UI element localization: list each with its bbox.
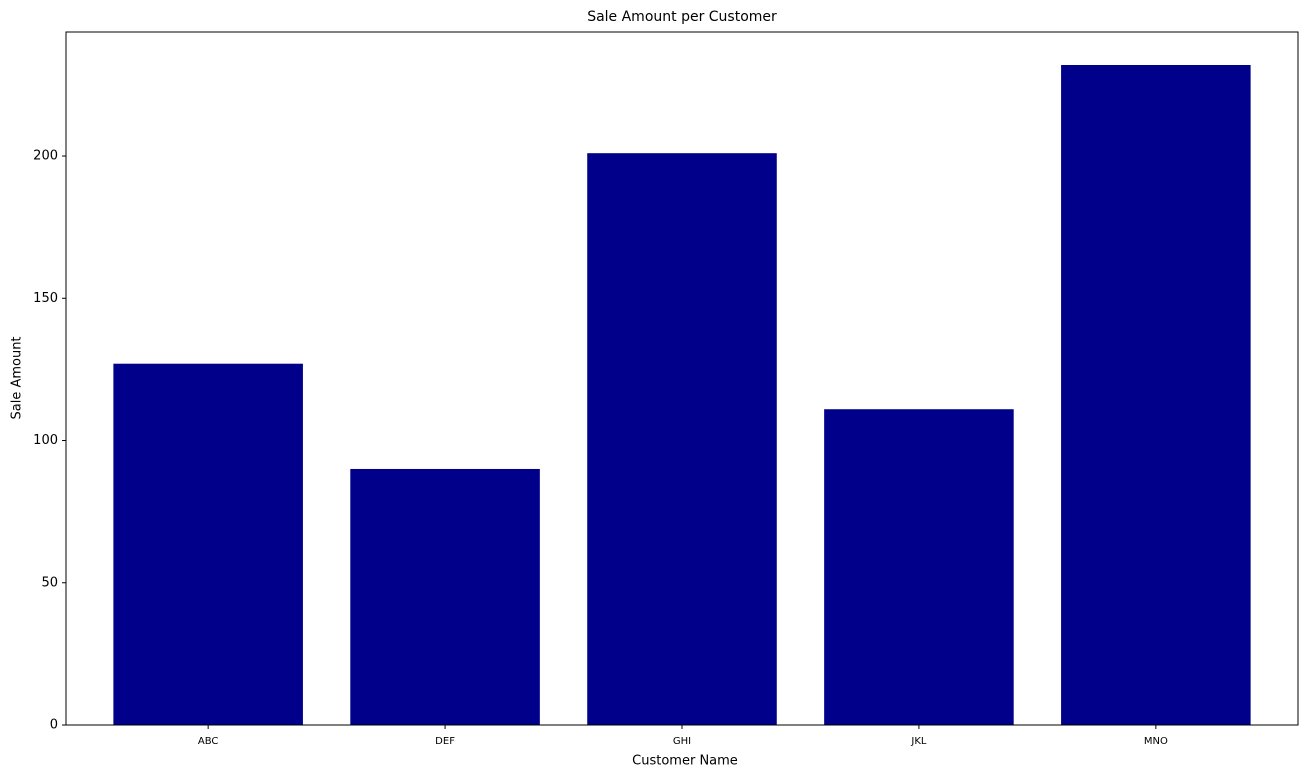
x-tick-label: MNO [1144, 736, 1168, 747]
y-tick-label: 100 [33, 433, 58, 448]
y-tick-label: 0 [50, 718, 58, 733]
y-axis-label: Sale Amount [10, 336, 25, 419]
x-tick-label: JKL [910, 736, 927, 747]
y-tick-label: 150 [33, 291, 58, 306]
bar [1061, 65, 1251, 725]
x-tick-label: ABC [198, 736, 219, 747]
x-tick-label: GHI [673, 736, 691, 747]
x-tick-label: DEF [435, 736, 455, 747]
chart-title: Sale Amount per Customer [587, 9, 777, 25]
bar [587, 153, 777, 726]
plot-frame [65, 31, 1299, 726]
y-tick-label: 200 [33, 149, 58, 164]
bar [350, 468, 540, 725]
bar [113, 363, 303, 725]
y-tick-label: 50 [41, 575, 58, 590]
x-axis-label: Customer Name [632, 754, 738, 769]
bar [824, 409, 1014, 725]
